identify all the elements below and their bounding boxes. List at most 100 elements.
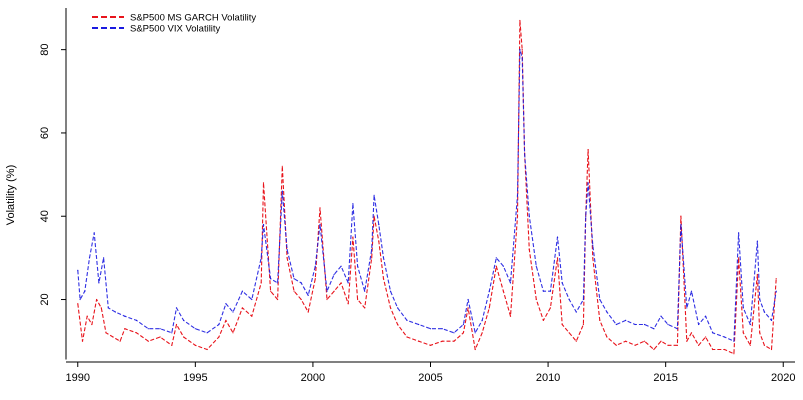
data-point — [592, 257, 594, 259]
data-point — [241, 290, 243, 292]
data-point — [763, 344, 766, 346]
data-point — [556, 236, 559, 238]
data-point — [232, 332, 234, 334]
data-point — [418, 340, 420, 342]
data-point — [429, 344, 432, 346]
data-point — [270, 290, 272, 292]
data-point — [528, 249, 530, 251]
data-point — [653, 348, 655, 351]
data-point — [352, 236, 354, 238]
x-tick-label: 1995 — [183, 372, 207, 384]
x-tick-label: 2015 — [653, 372, 677, 384]
data-point — [93, 232, 95, 234]
data-point — [733, 353, 735, 355]
data-point — [124, 315, 126, 317]
data-point — [756, 273, 759, 276]
data-point — [615, 344, 617, 346]
data-point — [81, 340, 84, 342]
data-point — [481, 319, 483, 321]
data-point — [775, 290, 777, 292]
data-point — [625, 340, 627, 342]
data-point — [382, 257, 385, 259]
data-point — [96, 298, 98, 301]
data-point — [749, 344, 751, 346]
data-point — [135, 332, 138, 334]
data-point — [749, 323, 751, 326]
data-point — [582, 298, 585, 301]
data-point — [251, 315, 253, 317]
data-point — [114, 311, 116, 313]
data-point — [406, 336, 408, 338]
data-point — [474, 348, 476, 351]
data-point — [373, 194, 375, 196]
data-point — [599, 298, 601, 301]
data-point — [326, 298, 328, 301]
data-point — [286, 249, 288, 251]
data-point — [542, 290, 545, 292]
data-point — [453, 332, 455, 334]
data-point — [467, 298, 469, 301]
data-point — [549, 290, 552, 292]
data-point — [660, 315, 662, 317]
data-point — [262, 182, 265, 184]
data-point — [286, 257, 288, 259]
series-layer — [77, 19, 777, 355]
legend-label-0: S&P500 MS GARCH Volatility — [130, 13, 256, 24]
data-point — [462, 323, 464, 326]
data-point — [159, 336, 161, 338]
data-point — [397, 307, 399, 309]
data-point — [723, 336, 726, 338]
data-point — [575, 311, 577, 313]
data-point — [281, 165, 283, 167]
data-point — [568, 298, 570, 301]
data-point — [712, 332, 714, 334]
data-point — [474, 332, 476, 334]
data-point — [314, 278, 316, 280]
data-point — [441, 328, 443, 330]
data-point — [615, 323, 617, 326]
data-point — [175, 307, 178, 309]
data-point — [556, 257, 559, 259]
data-point — [742, 332, 744, 334]
series-line-0 — [77, 19, 777, 355]
data-point — [147, 328, 149, 330]
data-point — [105, 332, 107, 334]
data-point — [389, 290, 392, 292]
data-point — [262, 224, 265, 226]
data-point — [653, 328, 655, 330]
data-point — [535, 298, 537, 301]
data-point — [206, 348, 208, 351]
data-point — [509, 315, 512, 317]
data-point — [333, 290, 335, 292]
data-point — [333, 273, 335, 276]
data-point — [103, 257, 105, 259]
data-point — [378, 240, 380, 242]
data-point — [251, 298, 253, 301]
data-point — [124, 328, 126, 330]
data-point — [686, 340, 688, 342]
data-point — [643, 340, 646, 342]
data-point — [206, 332, 208, 334]
data-point — [225, 319, 227, 321]
data-point — [397, 323, 399, 326]
data-point — [495, 265, 497, 267]
data-point — [77, 303, 79, 305]
x-tick-label: 2005 — [418, 372, 442, 384]
data-point — [535, 265, 537, 267]
data-point — [738, 257, 740, 259]
data-point — [502, 265, 504, 267]
data-point — [680, 224, 682, 226]
data-point — [759, 332, 761, 334]
data-point — [77, 269, 79, 271]
data-point — [232, 311, 234, 313]
data-point — [293, 290, 295, 292]
data-point — [371, 257, 373, 259]
data-point — [756, 240, 759, 242]
y-tick-label: 60 — [39, 127, 51, 139]
data-point — [270, 278, 272, 280]
data-point — [194, 344, 196, 346]
data-point — [705, 315, 707, 317]
data-point — [481, 332, 483, 334]
